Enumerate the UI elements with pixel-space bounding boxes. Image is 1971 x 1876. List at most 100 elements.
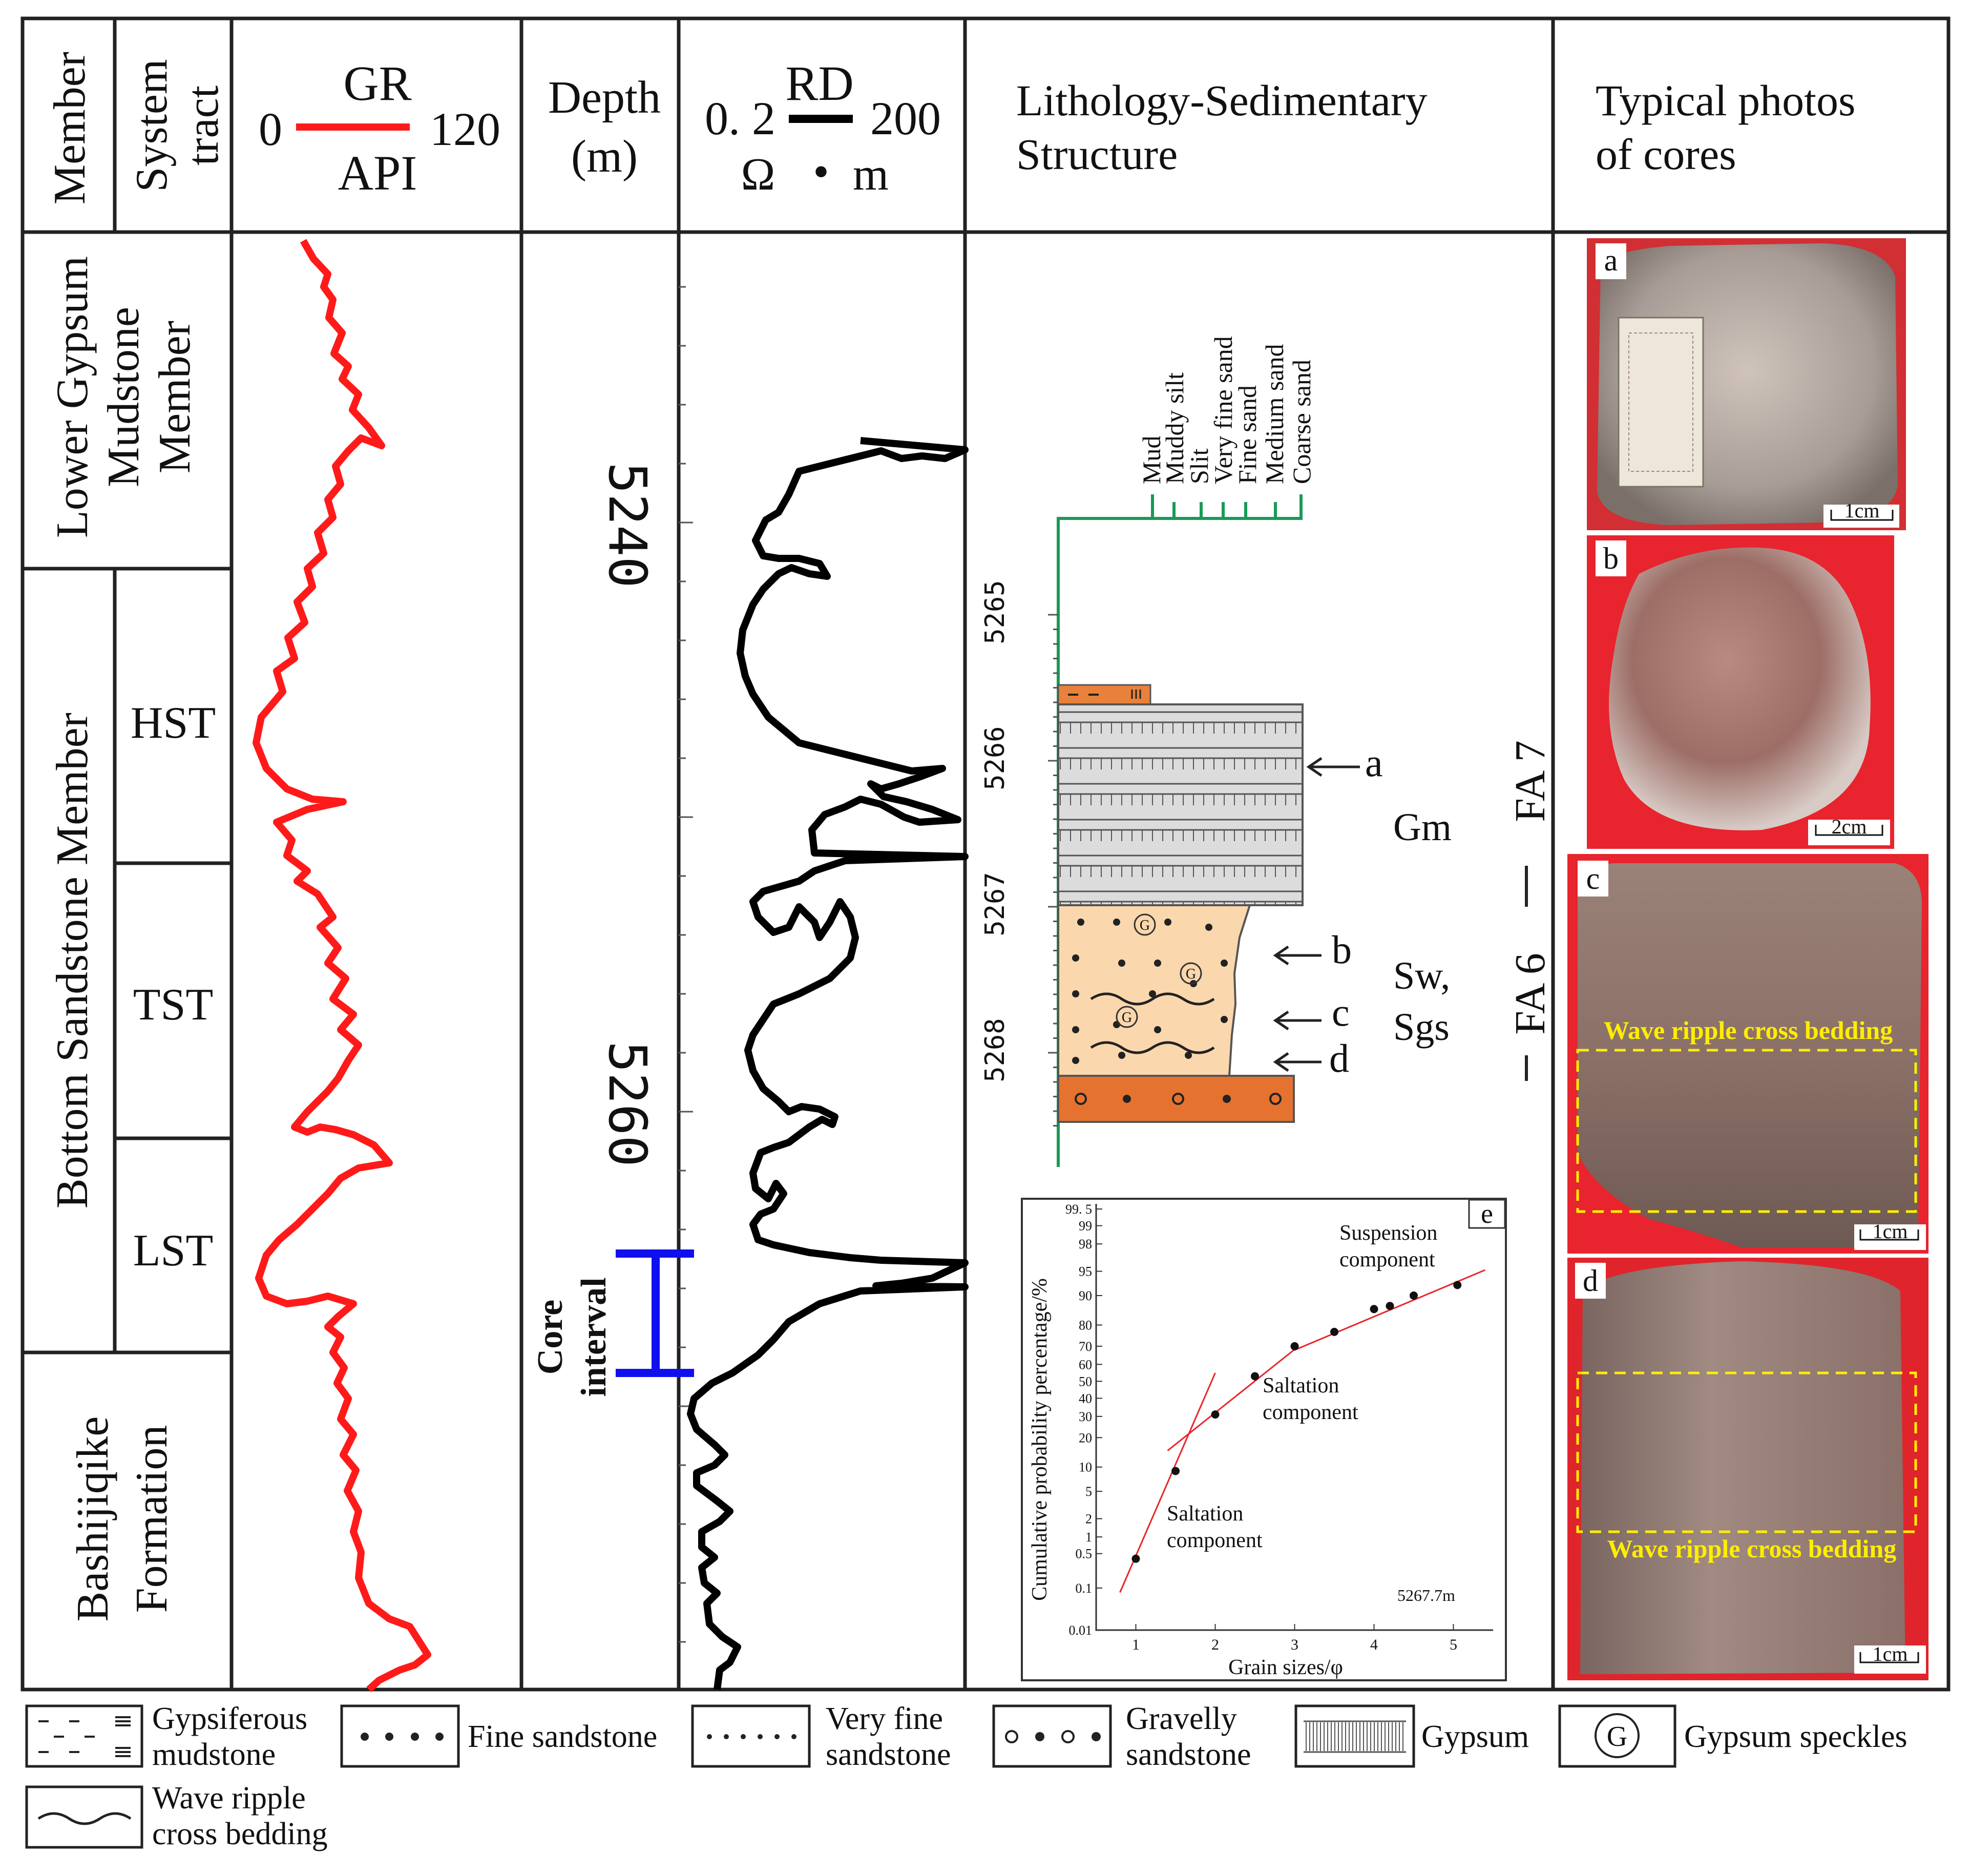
facies-sgs: Sgs [1393, 1006, 1450, 1049]
svg-text:G: G [1140, 918, 1150, 933]
member-header: Member [45, 52, 95, 204]
legend-fine-sandstone: Fine sandstone [340, 1704, 657, 1768]
photo-a-label: a [1604, 243, 1618, 277]
gr-header: GR [343, 56, 411, 111]
wave-ripple-bedding [1090, 992, 1215, 1054]
chart-x-tick-label: 1 [1132, 1636, 1140, 1653]
depth-5240: 5240 [597, 462, 658, 588]
chart-point [1131, 1554, 1140, 1563]
chart-y-tick-label: 1 [1085, 1530, 1092, 1545]
litho-depth-5266: 5266 [980, 726, 1011, 790]
grain-slit: Slit [1185, 448, 1213, 484]
chart-x-tick-label: 4 [1370, 1636, 1378, 1653]
member-lower-gypsum-2: Mudstone [99, 307, 149, 487]
chart-y-tick-label: 0.01 [1069, 1623, 1093, 1638]
chart-y-tick-label: 99. 5 [1065, 1202, 1092, 1217]
member-bashijiqike-1: Bashijiqike [68, 1416, 118, 1622]
member-lower-gypsum-3: Member [150, 321, 200, 473]
chart-point [1330, 1327, 1338, 1336]
chart-y-tick-label: 99 [1079, 1219, 1092, 1234]
chart-x-tick-label: 2 [1211, 1636, 1219, 1653]
core-position-arrows [1273, 757, 1360, 1072]
bed-fine-sandstone [1057, 904, 1251, 1077]
facies-association-fa6: FA 6 [1506, 953, 1554, 1035]
member-column: Lower Gypsum Mudstone Member Bottom Sand… [48, 256, 216, 1621]
chart-sample-depth: 5267.7m [1397, 1586, 1455, 1604]
depth-5260: 5260 [597, 1041, 658, 1167]
legend-gravelly-sandstone: Gravelly sandstone [992, 1701, 1251, 1772]
litho-depth-5265: 5265 [980, 580, 1011, 644]
photo-b-scale: 2cm [1832, 815, 1867, 838]
chart-y-tick-label: 40 [1079, 1391, 1092, 1406]
chart-y-tick-label: 30 [1079, 1409, 1092, 1424]
grain-coarse: Coarse sand [1287, 360, 1316, 484]
chart-points [1131, 1281, 1462, 1563]
chart-point [1410, 1291, 1418, 1300]
legend: Gypsiferous mudstone Fine sandstone Very… [25, 1701, 1907, 1851]
legend-gypsum-speckles: G Gypsum speckles [1558, 1704, 1907, 1768]
chart-y-tick-label: 0.5 [1076, 1547, 1093, 1561]
legend-gypsiferous-label-1: Gypsiferous [152, 1701, 307, 1736]
system-tract-header-2: tract [178, 86, 228, 165]
arrow-label-b: b [1332, 927, 1352, 972]
legend-gypsum: Gypsum [1294, 1704, 1529, 1768]
member-bashijiqike-2: Formation [127, 1425, 177, 1613]
legend-wave-ripple: Wave ripple cross bedding [25, 1781, 328, 1851]
chart-y-tick-label: 2 [1085, 1512, 1092, 1527]
facies-association-fa7: FA 7 [1506, 740, 1554, 822]
chart-y-tick-label: 98 [1079, 1237, 1092, 1252]
legend-gravelly-label-1: Gravelly [1126, 1701, 1237, 1736]
photo-d-caption: Wave ripple cross bedding [1607, 1534, 1896, 1563]
system-tract-header-1: System [127, 59, 177, 192]
annot-saltation-upper-1: Saltation [1263, 1374, 1339, 1398]
rd-unit-m: m [853, 149, 889, 200]
photo-d-label: d [1583, 1264, 1598, 1298]
chart-point [1290, 1342, 1299, 1350]
sandstone-dots [1072, 919, 1228, 1064]
photo-c-label: c [1586, 862, 1600, 895]
legend-gypsiferous-mudstone: Gypsiferous mudstone [25, 1701, 307, 1772]
depth-unit: (m) [571, 131, 638, 182]
gypsum-speckle-symbols: G G G [1116, 913, 1202, 1028]
probability-chart: e 0.01 0.1 0.5 1 2 5 10 20 30 40 50 60 70 80 90 95 98 99 9… [1021, 1198, 1507, 1681]
chart-y-tick-label: 80 [1079, 1318, 1092, 1332]
arrow-label-d: d [1329, 1036, 1349, 1080]
photo-b-label: b [1603, 541, 1619, 575]
core-interval-bar [616, 1249, 694, 1377]
chart-y-tick-label: 95 [1079, 1264, 1092, 1279]
header: Member System tract GR 0 120 API Depth (… [45, 52, 1856, 204]
chart-y-tick-label: 50 [1079, 1374, 1092, 1389]
chart-frame [1021, 1198, 1507, 1681]
legend-fine-sandstone-label: Fine sandstone [468, 1719, 657, 1754]
chart-ticks: 0.01 0.1 0.5 1 2 5 10 20 30 40 50 60 70 80 90 95 98 99 99.… [1065, 1202, 1457, 1653]
rd-unit-dot: • [813, 147, 829, 197]
chart-point [1453, 1281, 1462, 1289]
bed-gravelly-sandstone [1057, 1075, 1295, 1123]
arrow-label-a: a [1365, 740, 1383, 785]
depth-header: Depth [548, 72, 661, 123]
annot-suspension-1: Suspension [1339, 1221, 1437, 1245]
litho-depth-5268: 5268 [980, 1018, 1011, 1082]
legend-gypsum-label: Gypsum [1421, 1719, 1529, 1754]
legend-wave-ripple-label-2: cross bedding [152, 1817, 328, 1851]
bed-gypsum [1057, 703, 1304, 906]
annot-saltation-upper-2: component [1263, 1401, 1358, 1424]
gr-unit: API [338, 145, 417, 200]
rd-header: RD [785, 56, 853, 111]
bed-gypsiferous-mudstone [1057, 684, 1151, 705]
core-interval-2: interval [574, 1277, 614, 1396]
legend-very-fine-sandstone: Very fine sandstone [691, 1701, 951, 1772]
chart-point [1171, 1467, 1180, 1475]
grain-very-fine: Very fine sand [1209, 336, 1238, 484]
photos-header-2: of cores [1596, 130, 1736, 179]
rd-depth-ticks [679, 286, 693, 1643]
photo-c-caption: Wave ripple cross bedding [1604, 1016, 1893, 1045]
svg-text:G: G [1122, 1010, 1132, 1026]
chart-y-tick-label: 20 [1079, 1430, 1092, 1445]
rd-curve [687, 437, 969, 1690]
grain-medium: Medium sand [1260, 344, 1289, 484]
chart-label-box [1468, 1199, 1506, 1229]
chart-point [1251, 1372, 1259, 1381]
photo-c-scale: 1cm [1873, 1220, 1908, 1243]
